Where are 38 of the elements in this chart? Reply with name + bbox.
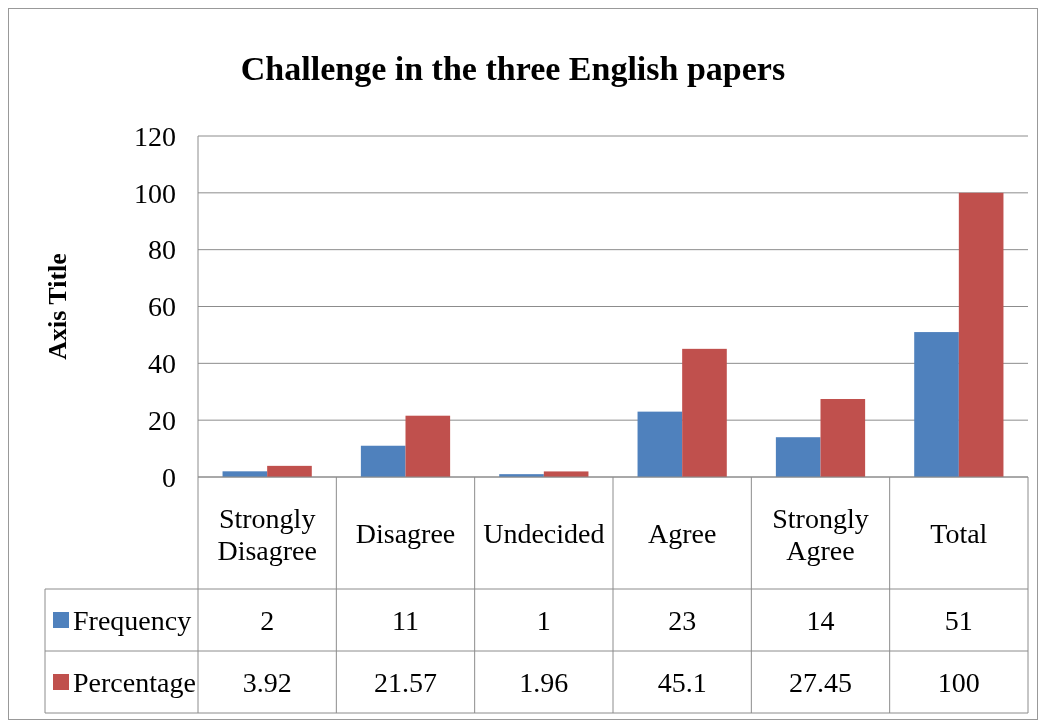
y-tick-label: 20 — [148, 404, 176, 436]
data-label: 21.57 — [374, 666, 437, 698]
bar — [820, 399, 866, 477]
data-label: 1.96 — [519, 666, 569, 698]
data-label: 51 — [944, 604, 973, 636]
bar — [958, 192, 1004, 477]
y-tick-label: 120 — [134, 120, 176, 152]
data-label: 14 — [806, 604, 835, 636]
data-label: 1 — [536, 604, 551, 636]
bar — [914, 332, 959, 477]
y-tick-label: 80 — [148, 234, 176, 266]
x-tick-label: Agree — [647, 517, 717, 549]
x-tick-label: Disagree — [355, 517, 456, 549]
legend-label: Percentage — [73, 666, 196, 698]
data-label: 27.45 — [789, 666, 852, 698]
y-tick-label: 60 — [148, 291, 176, 323]
data-label: 2 — [260, 604, 275, 636]
bar — [405, 415, 451, 477]
data-label: 23 — [668, 604, 697, 636]
bar — [682, 348, 727, 477]
data-label: 11 — [392, 604, 419, 636]
data-label: 100 — [937, 666, 980, 698]
bar — [360, 445, 406, 477]
y-tick-label: 100 — [134, 177, 176, 209]
y-tick-label: 0 — [162, 461, 176, 493]
y-tick-label: 40 — [148, 348, 176, 380]
bar — [775, 437, 821, 477]
x-tick-label: Strongly Agree — [772, 502, 869, 566]
chart-title: Challenge in the three English papers — [240, 50, 786, 87]
data-label: 45.1 — [657, 666, 707, 698]
x-tick-label: Strongly Disagree — [217, 502, 317, 566]
legend-label: Frequency — [73, 604, 192, 636]
bar — [267, 465, 312, 477]
x-tick-label: Undecided — [483, 517, 605, 549]
data-label: 3.92 — [242, 666, 292, 698]
x-tick-label: Total — [930, 517, 988, 549]
bar — [637, 411, 683, 477]
y-axis-title: Axis Title — [43, 253, 72, 360]
